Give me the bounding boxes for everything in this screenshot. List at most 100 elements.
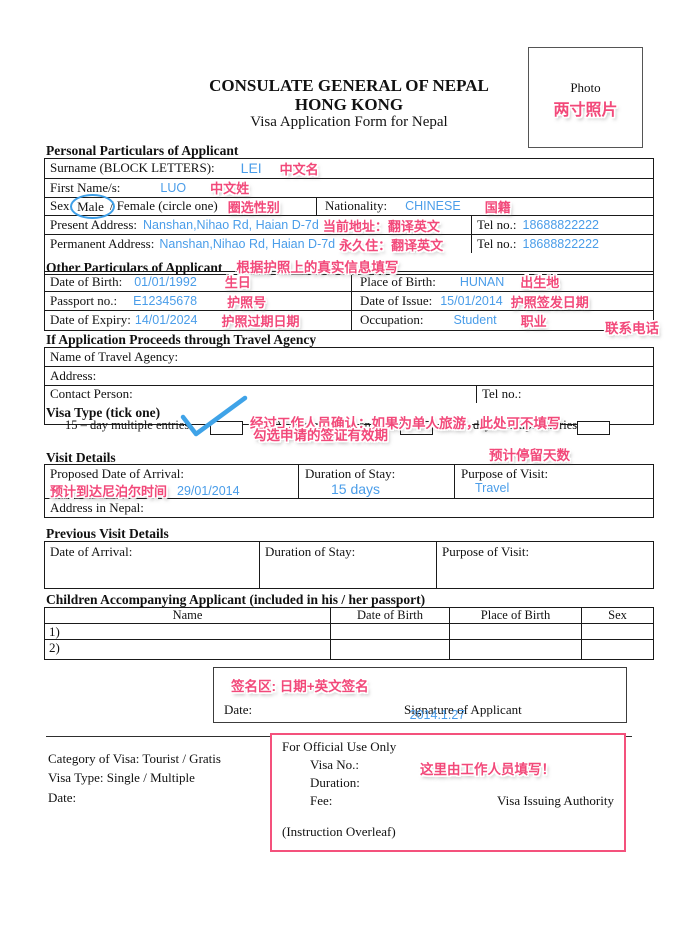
nationality-label: Nationality: [325,198,388,214]
category-of-visa: Category of Visa: Tourist / Gratis [48,751,221,766]
tick-mark-icon [180,395,248,437]
agency-address-label: Address: [50,368,97,384]
table-row: Present Address: Nanshan,Nihao Rd, Haian… [45,215,653,235]
previous-table: Date of Arrival: Duration of Stay: Purpo… [44,541,654,589]
passport-value[interactable]: E12345678 [133,294,198,309]
visa-option-15-checkbox[interactable] [210,421,243,435]
table-row: Proposed Date of Arrival: 预计到达尼泊尔时间 29/0… [45,465,653,499]
table-row: Permanent Address: Nanshan,Nihao Rd, Hai… [45,234,653,253]
col-dob-label: Date of Birth [357,608,423,622]
child2-pob-cell[interactable] [449,640,581,659]
issue-note: 护照签发日期 [510,294,589,310]
nepal-address-label: Address in Nepal: [50,500,144,515]
surname-value[interactable]: LEI [240,160,262,177]
issuing-authority-label: Visa Issuing Authority [497,793,614,808]
purpose-value[interactable]: Travel [475,481,510,495]
visa-no-label: Visa No.: [310,757,360,772]
visit-duration-note: 预计停留天数 [489,448,570,463]
pob-label: Place of Birth: [360,273,436,289]
visa-option-90-checkbox[interactable] [577,421,610,435]
visa-option-15-label: 15 – day multiple entries [65,418,190,432]
child1-name-cell[interactable]: 1) [45,624,330,639]
purpose-label: Purpose of Visit: [461,466,549,481]
other-heading-note: 根据护照上的真实信息填写 [236,260,399,275]
child2-name-cell[interactable]: 2) [45,640,330,659]
table-row: Address in Nepal: [45,498,653,517]
photo-box: Photo 两寸照片 [528,47,643,148]
passport-cell: Passport no.: E12345678 护照号 [45,292,351,310]
firstname-value[interactable]: LUO [160,180,187,195]
tel-value-1[interactable]: 18688822222 [522,218,600,233]
child1-dob-cell[interactable] [330,624,449,639]
col-dob: Date of Birth [330,608,449,623]
contact-person-cell: Contact Person: [45,386,476,403]
photo-size-note: 两寸照片 [553,102,618,119]
signature-box: 签名区: 日期+英文签名 Date: 2014.1.27 Signature o… [213,667,627,723]
table-row: Passport no.: E12345678 护照号 Date of Issu… [45,291,653,311]
expiry-note: 护照过期日期 [221,313,300,329]
dob-value[interactable]: 01/01/1992 [134,274,197,289]
prev-arrival-label: Date of Arrival: [50,544,133,559]
sex-male-circled[interactable]: Male [70,193,115,219]
occupation-value[interactable]: Student [453,313,497,328]
child2-dob-cell[interactable] [330,640,449,659]
table-row: Surname (BLOCK LETTERS): LEI 中文名 [45,159,653,178]
col-name-label: Name [172,608,203,622]
passport-label: Passport no.: [50,293,118,309]
signature-label: Signature of Applicant [404,702,522,717]
issue-label: Date of Issue: [360,293,433,309]
nationality-value[interactable]: CHINESE [405,199,461,214]
visit-table: Proposed Date of Arrival: 预计到达尼泊尔时间 29/0… [44,464,654,518]
expiry-value[interactable]: 14/01/2024 [134,313,198,328]
col-pob-label: Place of Birth [480,608,551,622]
child1-sex-cell[interactable] [581,624,653,639]
agency-table: Name of Travel Agency: Address: Contact … [44,347,654,431]
prev-duration-cell[interactable]: Duration of Stay: [259,542,436,588]
page-subtitle: Visa Application Form for Nepal [250,114,448,130]
firstname-label: First Name/s: [50,179,121,195]
issue-value[interactable]: 15/01/2014 [440,294,503,309]
tel-value-2[interactable]: 18688822222 [522,237,600,252]
table-row: Sex: Male / Female (circle one) 圈选性别 Nat… [45,193,653,219]
fee-label: Fee: [310,793,333,808]
col-sex-label: Sex [608,608,627,622]
table-row: Name of Travel Agency: [45,348,653,366]
issue-cell: Date of Issue: 15/01/2014 护照签发日期 [351,292,653,311]
agency-tel-cell: Tel no.: [476,385,653,404]
prev-arrival-cell[interactable]: Date of Arrival: [45,542,259,588]
occupation-cell: Occupation: Student 职业 [351,311,653,330]
prev-purpose-cell[interactable]: Purpose of Visit: [436,542,653,588]
dob-label: Date of Birth: [50,273,123,289]
instruction-overleaf: (Instruction Overleaf) [282,824,396,839]
footer-left-block: Category of Visa: Tourist / Gratis Visa … [48,749,221,807]
present-address-note: 当前地址：翻译英文 [322,218,440,234]
duration-value[interactable]: 15 days [331,481,381,497]
dob-cell: Date of Birth: 01/01/1992 生日 [45,272,351,291]
table-row: Contact Person: Tel no.: [45,384,653,404]
child1-pob-cell[interactable] [449,624,581,639]
footer-date-label: Date: [48,789,77,805]
present-address-value[interactable]: Nanshan,Nihao Rd, Haian D-7d [143,218,319,233]
permanent-address-value[interactable]: Nanshan,Nihao Rd, Haian D-7d [159,237,336,252]
child2-sex-cell[interactable] [581,640,653,659]
duration-label: Duration of Stay: [305,466,396,481]
occupation-note: 职业 [520,313,547,329]
pob-value[interactable]: HUNAN [459,274,505,289]
section-children-heading: Children Accompanying Applicant (include… [46,592,426,607]
row1-number: 1) [49,623,60,639]
visa-option-30-checkbox[interactable] [400,421,433,435]
arrival-value[interactable]: 29/01/2014 [177,483,240,498]
col-sex: Sex [581,608,653,623]
page-title: CONSULATE GENERAL OF NEPAL [209,76,489,95]
agency-name-label: Name of Travel Agency: [50,349,179,365]
signature-date-value[interactable]: 2014.1.27 [409,708,466,722]
table-row: First Name/s: LUO 中文姓 [45,177,653,197]
tel-cell-2: Tel no.: 18688822222 [471,235,653,253]
occupation-label: Occupation: [360,312,424,328]
section-visit-heading: Visit Details [46,450,116,465]
agency-note: 经过工作人员确认：如果为单人旅游，此处可不填写 [250,416,561,432]
duration-cell: Duration of Stay: 15 days [298,465,454,498]
arrival-cell: Proposed Date of Arrival: 预计到达尼泊尔时间 29/0… [45,465,298,499]
sex-male-option[interactable]: Male [77,198,104,214]
section-previous-heading: Previous Visit Details [46,526,169,541]
